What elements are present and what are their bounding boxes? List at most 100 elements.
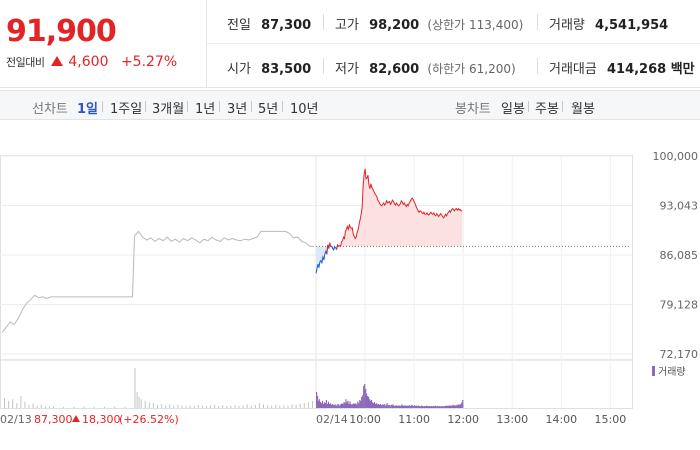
trade-value-cell: 거래대금 414,268 백만 xyxy=(549,58,695,77)
volume-bar xyxy=(323,402,326,408)
divider xyxy=(562,101,563,112)
volume-bar xyxy=(359,400,361,408)
volume-bar xyxy=(430,406,432,408)
volume-bar xyxy=(387,405,389,408)
volume-bar xyxy=(361,396,363,408)
volume-bar xyxy=(333,405,335,408)
tab-1-year[interactable]: 1년 xyxy=(195,102,216,117)
volume-bar xyxy=(436,406,438,408)
prev-close-label: 전일 xyxy=(227,18,251,33)
today-up-line xyxy=(336,168,463,250)
volume-bar xyxy=(366,393,368,408)
volume-bar xyxy=(267,405,269,408)
volume-cell: 거래량 4,541,954 xyxy=(549,14,668,33)
volume-bar xyxy=(455,405,457,408)
volume-bar xyxy=(371,402,374,408)
volume-bar xyxy=(295,404,297,408)
tab-1-day[interactable]: 1일 xyxy=(77,102,99,117)
trade-value-label: 거래대금 xyxy=(549,62,597,77)
volume-bar xyxy=(44,406,46,408)
volume-bar xyxy=(399,406,401,408)
volume-bar xyxy=(226,406,228,408)
volume-bar xyxy=(201,405,203,408)
y-tick-label: 79,128 xyxy=(660,298,699,311)
volume-bar xyxy=(205,406,207,408)
volume-bar xyxy=(48,406,50,408)
volume-bar xyxy=(443,406,445,408)
volume-bar xyxy=(383,404,385,408)
volume-bar xyxy=(379,404,381,408)
volume-bar xyxy=(334,404,336,408)
volume-bar xyxy=(140,399,142,408)
volume-bar xyxy=(214,404,216,408)
volume-bar xyxy=(234,405,236,408)
volume-bar xyxy=(385,404,387,408)
volume-bar xyxy=(423,406,426,408)
volume-bar xyxy=(428,406,430,408)
volume-bar xyxy=(432,406,434,408)
volume-bar xyxy=(457,405,459,408)
tab-daily-candle[interactable]: 일봉 xyxy=(501,102,525,117)
change-line: 전일대비 4,600 +5.27% xyxy=(6,54,177,70)
tab-weekly-candle[interactable]: 주봉 xyxy=(535,102,559,117)
tab-1-week[interactable]: 1주일 xyxy=(110,102,143,117)
tab-5-years[interactable]: 5년 xyxy=(258,102,279,117)
volume-bar xyxy=(364,384,366,408)
volume-bar xyxy=(433,406,435,408)
volume-bar xyxy=(447,405,449,408)
volume-bar xyxy=(427,406,430,408)
volume-bar xyxy=(374,404,377,408)
volume-bar xyxy=(40,404,42,408)
volume-bar xyxy=(189,405,191,408)
volume-bar xyxy=(445,405,447,408)
volume-bar xyxy=(303,403,305,408)
volume-bar xyxy=(230,405,232,408)
low-cell: 저가 82,600 (하한가 61,200) xyxy=(335,58,516,77)
volume-bar xyxy=(367,396,369,408)
low-label: 저가 xyxy=(335,62,359,77)
volume-bar xyxy=(459,404,461,408)
divider xyxy=(102,101,103,112)
trade-value-value: 414,268 백만 xyxy=(606,62,695,77)
volume-bar xyxy=(416,405,418,408)
volume-bar xyxy=(439,406,441,408)
tab-monthly-candle[interactable]: 월봉 xyxy=(571,102,595,117)
volume-bar xyxy=(317,396,319,408)
volume-bar xyxy=(360,400,362,408)
volume-bar xyxy=(283,405,285,408)
tab-3-years[interactable]: 3년 xyxy=(227,102,248,117)
volume-bar xyxy=(449,405,451,408)
high-cell: 고가 98,200 (상한가 113,400) xyxy=(335,14,523,33)
volume-bar xyxy=(421,405,423,408)
volume-bar xyxy=(330,404,332,408)
volume-bar xyxy=(73,406,75,408)
divider xyxy=(323,14,324,30)
volume-bar xyxy=(394,406,396,408)
tab-3-months[interactable]: 3개월 xyxy=(152,102,185,117)
volume-bar xyxy=(370,400,373,408)
x-tick-label: 10:00 xyxy=(349,413,381,426)
volume-bar xyxy=(254,404,256,408)
high-label: 고가 xyxy=(335,18,359,33)
volume-bar xyxy=(181,405,183,408)
volume-bar xyxy=(444,406,446,408)
open-cell: 시가 83,500 xyxy=(227,58,311,77)
divider xyxy=(219,101,220,112)
volume-bar xyxy=(435,406,437,408)
tab-10-years[interactable]: 10년 xyxy=(290,102,319,117)
volume-bar xyxy=(279,405,281,408)
volume-bar xyxy=(419,406,421,408)
prev-day-line xyxy=(1,230,314,333)
volume-bar xyxy=(342,404,344,408)
volume-bar xyxy=(318,399,321,408)
price-chart[interactable]: 100,000 93,043 86,085 79,128 72,170 거래량 02/13 8… xyxy=(0,122,700,450)
volume-bar xyxy=(307,402,309,408)
volume-bar xyxy=(413,406,415,408)
upper-limit-label: 상한가 xyxy=(432,18,466,32)
volume-bar xyxy=(350,404,352,408)
volume-bar xyxy=(329,403,331,408)
lower-limit-value: 61,200 xyxy=(469,62,512,76)
volume-bar xyxy=(319,402,322,408)
prev-close-cell: 전일 87,300 xyxy=(227,14,311,33)
volume-bar xyxy=(138,396,140,408)
